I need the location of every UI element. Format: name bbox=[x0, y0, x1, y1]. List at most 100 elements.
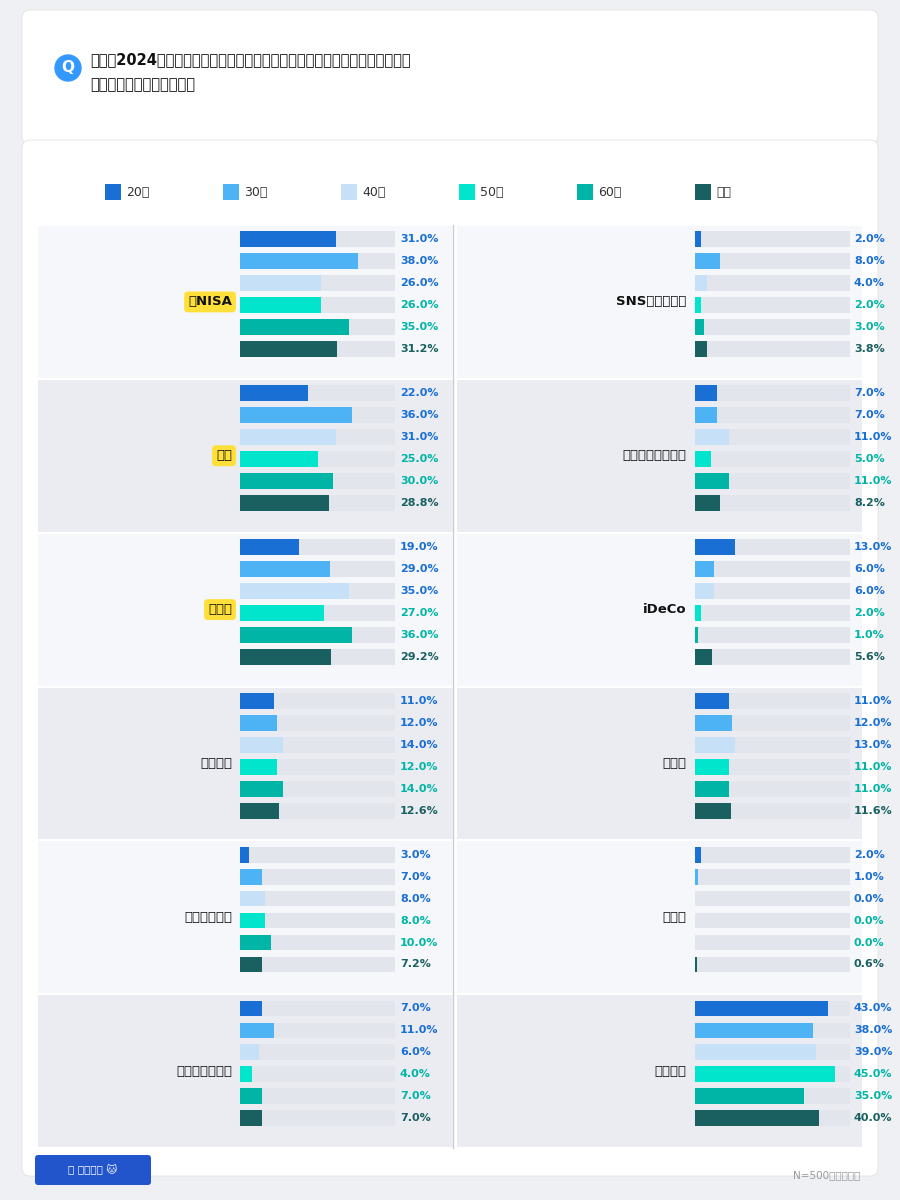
Text: 35.0%: 35.0% bbox=[400, 586, 438, 596]
Bar bbox=[240, 1001, 395, 1016]
Text: 14.0%: 14.0% bbox=[400, 739, 438, 750]
Text: 11.0%: 11.0% bbox=[854, 762, 893, 772]
Text: 19.0%: 19.0% bbox=[400, 542, 438, 552]
Bar bbox=[240, 758, 395, 775]
Bar bbox=[240, 451, 395, 467]
Bar bbox=[695, 562, 714, 577]
Bar bbox=[695, 298, 701, 313]
Text: 8.0%: 8.0% bbox=[400, 916, 431, 925]
Text: 0.0%: 0.0% bbox=[854, 916, 885, 925]
Bar bbox=[695, 1067, 834, 1082]
Bar bbox=[240, 385, 308, 401]
Bar bbox=[240, 913, 395, 929]
Text: Q: Q bbox=[61, 60, 75, 76]
Text: 8.0%: 8.0% bbox=[854, 257, 885, 266]
Text: 30.0%: 30.0% bbox=[400, 476, 438, 486]
Bar bbox=[240, 275, 395, 292]
Text: 28.8%: 28.8% bbox=[400, 498, 438, 508]
Text: 13.0%: 13.0% bbox=[854, 739, 893, 750]
Bar bbox=[240, 473, 395, 488]
Text: 31.0%: 31.0% bbox=[400, 234, 438, 245]
Bar bbox=[240, 407, 395, 424]
Bar bbox=[695, 184, 711, 200]
Text: 11.0%: 11.0% bbox=[400, 1026, 438, 1036]
Text: 11.0%: 11.0% bbox=[400, 696, 438, 706]
Bar bbox=[695, 451, 850, 467]
Bar bbox=[240, 539, 299, 554]
Bar bbox=[695, 385, 850, 401]
Text: 12.6%: 12.6% bbox=[400, 805, 439, 816]
Bar bbox=[240, 781, 395, 797]
Bar bbox=[695, 605, 701, 620]
Bar bbox=[695, 626, 850, 643]
Bar bbox=[457, 380, 862, 532]
Text: 0.0%: 0.0% bbox=[854, 894, 885, 904]
Bar bbox=[240, 430, 336, 445]
Bar bbox=[240, 890, 395, 906]
Bar bbox=[695, 430, 850, 445]
Bar bbox=[240, 935, 395, 950]
Bar bbox=[240, 496, 395, 511]
Bar bbox=[240, 583, 395, 599]
Bar bbox=[240, 803, 395, 818]
Text: 10.0%: 10.0% bbox=[400, 937, 438, 948]
Text: 1.0%: 1.0% bbox=[854, 630, 885, 640]
Bar bbox=[240, 341, 395, 358]
Bar bbox=[240, 1110, 262, 1127]
Text: 8.2%: 8.2% bbox=[854, 498, 885, 508]
Text: 43.0%: 43.0% bbox=[854, 1003, 893, 1014]
FancyBboxPatch shape bbox=[22, 10, 878, 144]
Text: 29.0%: 29.0% bbox=[400, 564, 438, 574]
Text: 11.0%: 11.0% bbox=[854, 784, 893, 793]
Bar bbox=[695, 890, 850, 906]
Bar bbox=[695, 1001, 828, 1016]
Bar bbox=[695, 1022, 813, 1038]
Bar bbox=[240, 781, 284, 797]
Bar bbox=[695, 275, 707, 292]
Bar bbox=[695, 253, 850, 269]
Text: 7.0%: 7.0% bbox=[400, 1114, 431, 1123]
Bar bbox=[240, 275, 320, 292]
Bar bbox=[457, 841, 862, 994]
Bar bbox=[240, 847, 249, 863]
Bar bbox=[695, 869, 850, 884]
Bar bbox=[240, 803, 279, 818]
Bar bbox=[240, 956, 395, 972]
Text: 40.0%: 40.0% bbox=[854, 1114, 893, 1123]
Bar bbox=[38, 226, 453, 378]
Bar bbox=[695, 1001, 850, 1016]
Bar bbox=[695, 253, 720, 269]
Bar bbox=[695, 430, 729, 445]
Bar bbox=[223, 184, 239, 200]
Bar bbox=[695, 583, 714, 599]
Bar bbox=[695, 956, 850, 972]
Text: 39.0%: 39.0% bbox=[854, 1048, 893, 1057]
Bar bbox=[695, 847, 701, 863]
Bar bbox=[695, 803, 850, 818]
Text: 4.0%: 4.0% bbox=[854, 278, 885, 288]
Bar bbox=[240, 1022, 395, 1038]
Text: 3.0%: 3.0% bbox=[854, 322, 885, 332]
Text: 0.0%: 0.0% bbox=[854, 937, 885, 948]
Bar bbox=[695, 781, 850, 797]
Bar bbox=[695, 539, 735, 554]
Text: 6.0%: 6.0% bbox=[854, 586, 885, 596]
Bar bbox=[240, 605, 395, 620]
Text: 7.0%: 7.0% bbox=[400, 1091, 431, 1102]
Bar bbox=[38, 534, 453, 685]
Text: 31.2%: 31.2% bbox=[400, 344, 438, 354]
Bar bbox=[695, 737, 735, 752]
Bar bbox=[695, 539, 850, 554]
Bar bbox=[240, 385, 395, 401]
Bar bbox=[240, 626, 395, 643]
Text: 6.0%: 6.0% bbox=[400, 1048, 431, 1057]
Bar bbox=[240, 1044, 395, 1061]
Text: 全体: 全体 bbox=[716, 186, 731, 198]
Bar bbox=[695, 737, 850, 752]
Bar bbox=[695, 649, 850, 665]
Bar bbox=[695, 1067, 850, 1082]
Bar bbox=[695, 298, 850, 313]
Bar bbox=[695, 758, 850, 775]
Bar bbox=[240, 298, 320, 313]
Bar bbox=[240, 451, 318, 467]
